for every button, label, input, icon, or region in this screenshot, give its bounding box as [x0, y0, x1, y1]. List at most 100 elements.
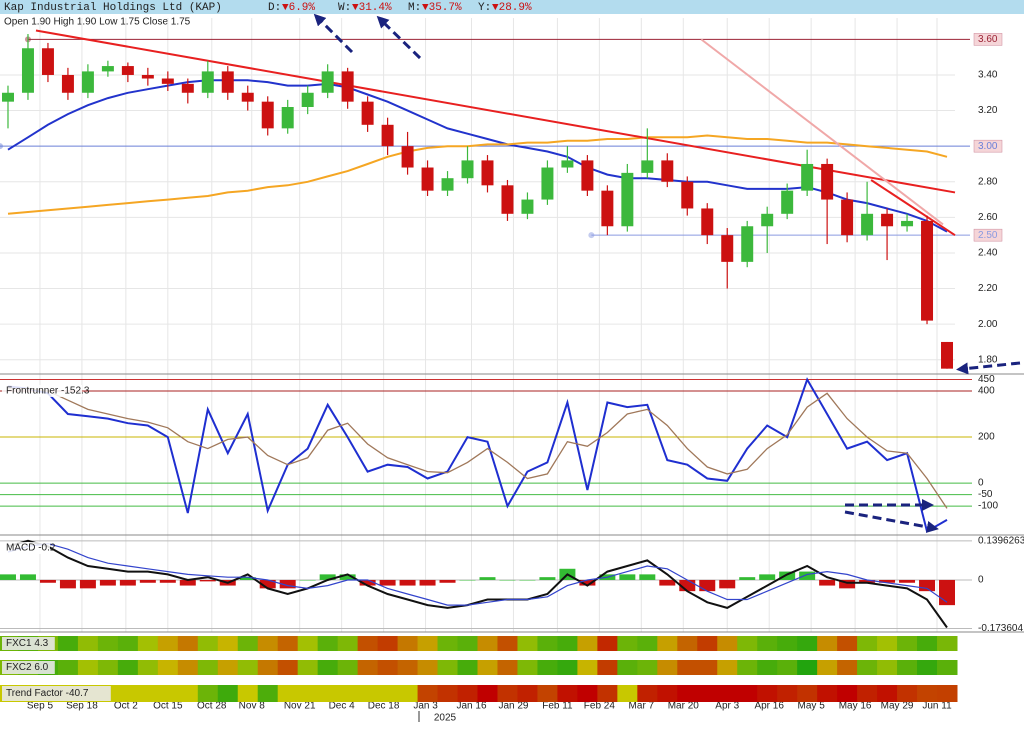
heat-cell: [757, 685, 778, 702]
heat-cell: [437, 685, 459, 702]
level-label-box: [973, 228, 1003, 242]
y-tick-label: 2.00: [978, 319, 998, 330]
x-tick-label: Nov 21: [284, 701, 316, 712]
heat-cell: [457, 660, 478, 675]
candle-body: [481, 160, 494, 186]
heat-cell: [317, 660, 339, 675]
candle-body: [741, 226, 754, 262]
strip-title: FXC1 4.3: [6, 638, 49, 649]
candle-body: [581, 160, 594, 191]
heat-cell: [397, 685, 419, 702]
candle-body: [921, 220, 934, 321]
strip-label-bg: [2, 661, 55, 674]
x-tick-label: May 16: [839, 701, 872, 712]
histogram-bar: [419, 579, 436, 586]
x-tick-label: May 5: [798, 701, 826, 712]
heat-cell: [477, 685, 498, 702]
histogram-bar: [359, 579, 376, 586]
y-tick-label: 2.20: [978, 283, 998, 294]
candle-body: [801, 163, 814, 191]
heat-cell: [797, 636, 818, 651]
histogram-bar: [919, 579, 936, 592]
heat-cell: [297, 636, 319, 651]
heat-cell: [497, 660, 518, 675]
histogram-bar: [0, 574, 16, 580]
heat-cell: [577, 636, 598, 651]
x-tick-label: Sep 18: [66, 701, 98, 712]
heat-cell: [797, 685, 818, 702]
heat-cell: [897, 685, 918, 702]
histogram-bar: [399, 579, 416, 586]
candle-body: [321, 71, 334, 93]
histogram-bar: [859, 579, 876, 583]
candle-body: [301, 92, 314, 107]
x-tick-label: Feb 11: [542, 701, 573, 712]
heat-cell: [937, 660, 958, 675]
arrow: [956, 361, 1021, 375]
candle-body: [1, 92, 14, 102]
heat-cell: [637, 660, 658, 675]
histogram-bar: [159, 579, 176, 583]
heat-cell: [237, 685, 259, 702]
heat-cell: [517, 660, 538, 675]
trend-line: [700, 38, 944, 226]
panel-title: Frontrunner -152.3: [6, 386, 90, 397]
x-tick-label: Nov 8: [239, 701, 266, 712]
heat-cell: [897, 660, 918, 675]
x-tick-label: Jan 29: [498, 701, 528, 712]
candle-body: [361, 101, 374, 125]
histogram-bar: [179, 579, 196, 586]
heat-cell: [257, 660, 279, 675]
heat-cell: [197, 636, 219, 651]
heat-cell: [497, 636, 518, 651]
candle-body: [121, 66, 134, 75]
heat-cell: [677, 685, 698, 702]
y-tick-label: 3.40: [978, 70, 998, 81]
heat-cell: [857, 685, 878, 702]
heat-cell: [437, 636, 459, 651]
heat-cell: [77, 660, 99, 675]
histogram-bar: [199, 579, 216, 582]
candle-body: [101, 66, 114, 72]
candle-body: [81, 71, 94, 93]
heat-cell: [777, 636, 798, 651]
histogram-bar: [519, 579, 536, 581]
candle-body: [241, 92, 254, 102]
heat-cell: [277, 636, 299, 651]
y-tick-label: 0.1396263: [978, 536, 1024, 547]
y-tick-label: 2.40: [978, 248, 998, 259]
heat-cell: [537, 660, 558, 675]
candle-body: [541, 167, 554, 200]
x-tick-label: Apr 16: [754, 701, 784, 712]
level-label: 2.50: [978, 230, 998, 241]
x-tick-label: Dec 18: [368, 701, 400, 712]
heat-cell: [717, 685, 738, 702]
candle-body: [221, 71, 234, 93]
histogram-bar: [899, 579, 916, 583]
candle-body: [401, 146, 414, 168]
level-label-box: [973, 33, 1003, 46]
histogram-bar: [779, 571, 796, 580]
histogram-bar: [539, 577, 556, 580]
candle-body: [621, 172, 634, 227]
candle-body: [561, 160, 574, 168]
series-line: [7, 542, 948, 606]
histogram-bar: [239, 577, 256, 580]
series-line: [7, 79, 948, 233]
histogram-bar: [59, 579, 76, 589]
histogram-bar: [579, 579, 596, 586]
heat-cell: [457, 636, 478, 651]
y-tick-label: 3.20: [978, 105, 998, 116]
arrow: [844, 510, 939, 533]
heat-cell: [177, 636, 199, 651]
histogram-bar: [119, 579, 136, 586]
level-label: 3.60: [978, 34, 998, 45]
x-tick-label: Jan 3: [413, 701, 438, 712]
heat-cell: [117, 660, 139, 675]
candle-body: [461, 160, 474, 179]
histogram-bar: [699, 579, 716, 592]
y-tick-label: 1.80: [978, 354, 998, 365]
y-tick-label: 200: [978, 432, 995, 443]
x-tick-label: Sep 5: [27, 701, 54, 712]
histogram-bar: [439, 579, 456, 583]
